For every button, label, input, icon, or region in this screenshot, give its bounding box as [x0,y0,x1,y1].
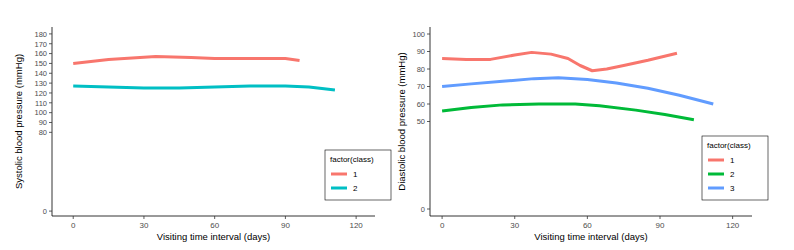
y-tick-label: 120 [34,89,47,98]
series-line [73,57,299,64]
y-tick [49,53,52,54]
x-tick [442,216,443,219]
legend-label: 1 [353,170,358,179]
x-axis-title: Visiting time interval (days) [157,231,270,242]
x-tick-label: 0 [440,221,445,230]
x-tick-label: 120 [726,221,740,230]
y-tick [427,86,430,87]
y-tick [49,132,52,133]
y-tick [49,33,52,34]
legend-swatch [708,187,724,190]
series-line [442,78,713,104]
y-tick [49,92,52,93]
x-tick [143,216,144,219]
x-tick [356,216,357,219]
x-tick-label: 90 [281,221,290,230]
x-tick-label: 60 [583,221,592,230]
y-tick-label: 160 [34,49,47,58]
legend-box [325,150,391,200]
y-tick [49,122,52,123]
y-tick-label: 0 [43,207,47,216]
y-tick-label: 50 [417,117,425,126]
chart-svg: 0306090120080901001101201301401501601701… [0,0,794,250]
legend: factor(class) 1 2 3 [702,136,768,200]
y-tick [427,69,430,70]
data-group [442,52,713,119]
y-axis-line [52,27,53,216]
x-axis-line [430,216,752,217]
y-tick-label: 140 [34,69,47,78]
y-tick-label: 80 [417,65,425,74]
chart-root: 0306090120080901001101201301401501601701… [0,0,794,250]
x-tick [285,216,286,219]
x-tick-label: 60 [210,221,219,230]
y-tick [49,63,52,64]
y-tick [427,104,430,105]
data-group [73,57,335,90]
y-tick [49,102,52,103]
series-line [442,104,694,120]
legend: factor(class) 1 2 [325,150,391,200]
panel: 0 30 60 90 120 0 50 60 70 80 90 100 Visiting time in… [396,27,768,242]
y-tick-label: 100 [34,108,47,117]
x-tick-label: 90 [656,221,665,230]
x-tick-label: 0 [71,221,76,230]
x-tick-label: 30 [510,221,519,230]
y-axis-title: Systolic blood pressure (mmHg) [13,54,24,189]
y-tick [49,112,52,113]
y-tick-label: 70 [417,82,425,91]
legend-swatch [708,173,724,176]
y-tick [49,43,52,44]
y-tick-label: 0 [421,205,425,214]
y-tick-label: 80 [39,128,47,137]
y-tick-label: 150 [34,59,47,68]
legend-label: 2 [353,184,358,193]
y-tick [427,121,430,122]
y-tick [49,83,52,84]
x-tick-label: 120 [349,221,363,230]
y-tick-label: 130 [34,79,47,88]
legend-label: 1 [730,156,735,165]
y-tick-label: 90 [417,47,425,56]
y-tick-label: 170 [34,40,47,49]
y-axis-title: Diastolic blood pressure (mmHg) [396,52,407,190]
x-axis-title: Visiting time interval (days) [534,231,647,242]
x-tick-label: 30 [139,221,148,230]
x-tick [660,216,661,219]
y-tick-label: 100 [412,30,425,39]
y-tick-label: 110 [35,99,47,108]
legend-label: 2 [730,170,735,179]
legend-title: factor(class) [707,141,751,150]
x-tick [214,216,215,219]
legend-title: factor(class) [330,155,374,164]
legend-swatch [331,173,347,176]
y-tick-label: 90 [39,118,47,127]
series-line [73,86,335,90]
y-tick [427,51,430,52]
y-tick-label: 60 [417,100,425,109]
y-tick-label: 180 [34,30,47,39]
x-tick [73,216,74,219]
y-tick [427,34,430,35]
y-tick [49,73,52,74]
y-tick [427,209,430,210]
series-line [442,52,677,70]
x-tick [587,216,588,219]
x-tick [732,216,733,219]
y-tick [49,211,52,212]
legend-label: 3 [730,184,735,193]
legend-box [702,136,768,200]
legend-swatch [331,187,347,190]
legend-swatch [708,159,724,162]
panel: 0306090120080901001101201301401501601701… [13,27,391,242]
x-tick [514,216,515,219]
x-axis-line [52,216,375,217]
